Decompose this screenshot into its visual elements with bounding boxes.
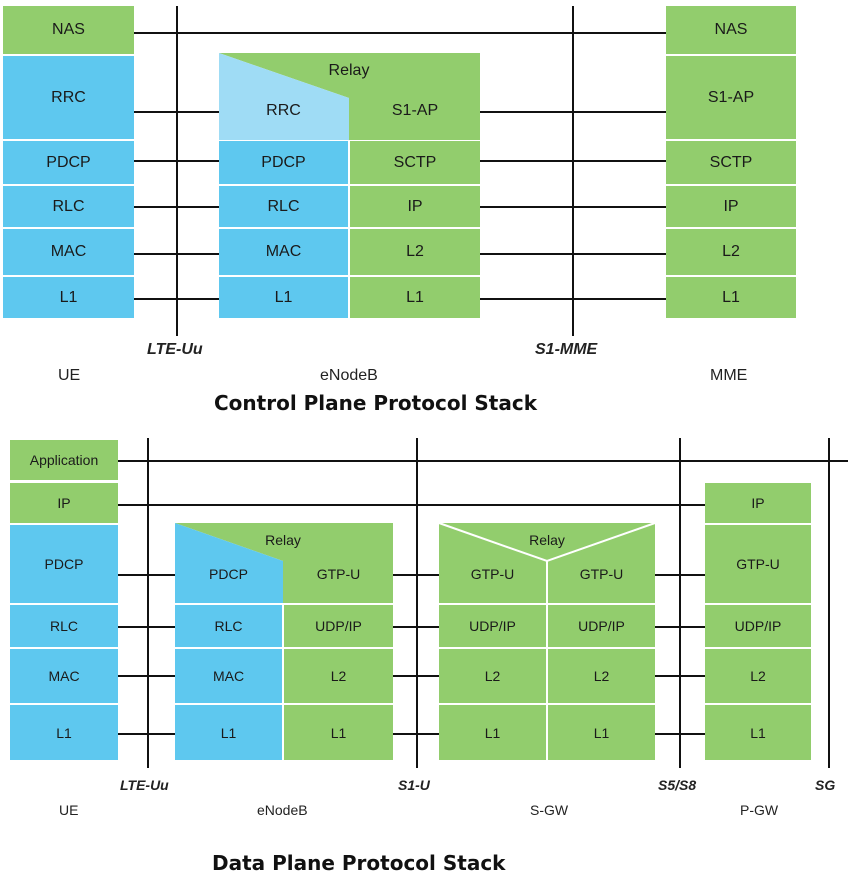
dp-interface-sg: SG bbox=[815, 777, 836, 793]
cp-lte-uu-divider bbox=[176, 6, 178, 336]
dp-sgw-l2-left: L2 bbox=[439, 649, 546, 703]
dp-application-peer-line bbox=[118, 460, 848, 462]
cp-mme-sctp: SCTP bbox=[666, 141, 796, 184]
dp-sgw-l2-right: L2 bbox=[548, 649, 655, 703]
cp-s1-mme-divider bbox=[572, 6, 574, 336]
cp-ue-mac: MAC bbox=[3, 229, 134, 275]
dp-sgw-relay-shape bbox=[438, 522, 656, 603]
dp-ue-rlc: RLC bbox=[10, 605, 118, 647]
cp-ue-pdcp: PDCP bbox=[3, 141, 134, 184]
dp-enodeb-gtpu: GTP-U bbox=[316, 566, 361, 582]
dp-enodeb-rlc: RLC bbox=[175, 605, 282, 647]
cp-enodeb-l1-left: L1 bbox=[219, 277, 348, 318]
dp-pdcp-line bbox=[118, 574, 175, 576]
cp-node-ue: UE bbox=[58, 367, 81, 384]
dp-interface-s1-u: S1-U bbox=[398, 777, 430, 793]
cp-enodeb-s1ap: S1-AP bbox=[391, 102, 439, 119]
cp-mme-nas: NAS bbox=[666, 6, 796, 54]
dp-enodeb-l1-left: L1 bbox=[175, 705, 282, 760]
dp-lte-uu-divider bbox=[147, 438, 149, 768]
cp-enodeb-l2: L2 bbox=[350, 229, 480, 275]
control-plane-title: Control Plane Protocol Stack bbox=[214, 391, 538, 415]
dp-enodeb-relay-label: Relay bbox=[265, 532, 301, 548]
cp-node-mme: MME bbox=[710, 367, 748, 384]
dp-l1-line-uu bbox=[118, 733, 175, 735]
dp-sgw-l1-right: L1 bbox=[548, 705, 655, 760]
dp-ue-application: Application bbox=[10, 440, 118, 480]
cp-enodeb-pdcp: PDCP bbox=[219, 141, 348, 184]
dp-interface-lte-uu: LTE-Uu bbox=[120, 777, 169, 793]
dp-ue-ip: IP bbox=[10, 483, 118, 523]
dp-node-ue: UE bbox=[59, 802, 79, 818]
dp-enodeb-udpip: UDP/IP bbox=[284, 605, 393, 647]
dp-pgw-l1: L1 bbox=[705, 705, 811, 760]
cp-ue-l1: L1 bbox=[3, 277, 134, 318]
dp-ue-pdcp: PDCP bbox=[10, 525, 118, 603]
dp-node-pgw: P-GW bbox=[740, 802, 779, 818]
dp-enodeb-relay-shape bbox=[175, 523, 393, 603]
dp-pgw-l2: L2 bbox=[705, 649, 811, 703]
dp-enodeb-l1-right: L1 bbox=[284, 705, 393, 760]
dp-s1-u-divider bbox=[416, 438, 418, 768]
cp-enodeb-mac: MAC bbox=[219, 229, 348, 275]
cp-enodeb-relay-shape bbox=[219, 53, 480, 140]
dp-sgw-relay-label: Relay bbox=[529, 532, 565, 548]
dp-pgw-ip: IP bbox=[705, 483, 811, 523]
dp-enodeb-pdcp: PDCP bbox=[209, 566, 248, 582]
dp-sgw-gtpu-right: GTP-U bbox=[579, 566, 624, 582]
dp-sgw-gtpu-left: GTP-U bbox=[470, 566, 515, 582]
cp-ue-rlc: RLC bbox=[3, 186, 134, 227]
cp-enodeb-rrc: RRC bbox=[266, 102, 301, 119]
dp-pgw-gtpu: GTP-U bbox=[705, 525, 811, 603]
data-plane-title: Data Plane Protocol Stack bbox=[212, 851, 506, 875]
dp-interface-s5-s8: S5/S8 bbox=[658, 777, 697, 793]
cp-enodeb-relay-label: Relay bbox=[328, 62, 370, 79]
dp-pgw-udpip: UDP/IP bbox=[705, 605, 811, 647]
dp-sgw-udpip-right: UDP/IP bbox=[548, 605, 655, 647]
dp-ue-l1: L1 bbox=[10, 705, 118, 760]
cp-ue-rrc: RRC bbox=[3, 56, 134, 139]
cp-mme-s1ap: S1-AP bbox=[666, 56, 796, 139]
dp-sg-divider bbox=[828, 438, 830, 768]
dp-enodeb-mac: MAC bbox=[175, 649, 282, 703]
cp-interface-s1-mme: S1-MME bbox=[535, 341, 598, 358]
cp-enodeb-sctp: SCTP bbox=[350, 141, 480, 184]
dp-mac-line bbox=[118, 675, 175, 677]
cp-enodeb-l1-right: L1 bbox=[350, 277, 480, 318]
cp-node-enodeb: eNodeB bbox=[320, 367, 378, 384]
dp-rlc-line bbox=[118, 626, 175, 628]
dp-node-enodeb: eNodeB bbox=[257, 802, 308, 818]
cp-enodeb-ip: IP bbox=[350, 186, 480, 227]
cp-mme-l2: L2 bbox=[666, 229, 796, 275]
dp-sgw-l1-left: L1 bbox=[439, 705, 546, 760]
dp-node-sgw: S-GW bbox=[530, 802, 569, 818]
cp-mme-l1: L1 bbox=[666, 277, 796, 318]
dp-enodeb-l2: L2 bbox=[284, 649, 393, 703]
cp-enodeb-rlc: RLC bbox=[219, 186, 348, 227]
nas-peer-line bbox=[134, 32, 666, 34]
dp-sgw-udpip-left: UDP/IP bbox=[439, 605, 546, 647]
cp-interface-lte-uu: LTE-Uu bbox=[147, 341, 203, 358]
cp-mme-ip: IP bbox=[666, 186, 796, 227]
dp-ip-peer-line bbox=[118, 504, 705, 506]
cp-ue-nas: NAS bbox=[3, 6, 134, 54]
dp-ue-mac: MAC bbox=[10, 649, 118, 703]
dp-s5-s8-divider bbox=[679, 438, 681, 768]
